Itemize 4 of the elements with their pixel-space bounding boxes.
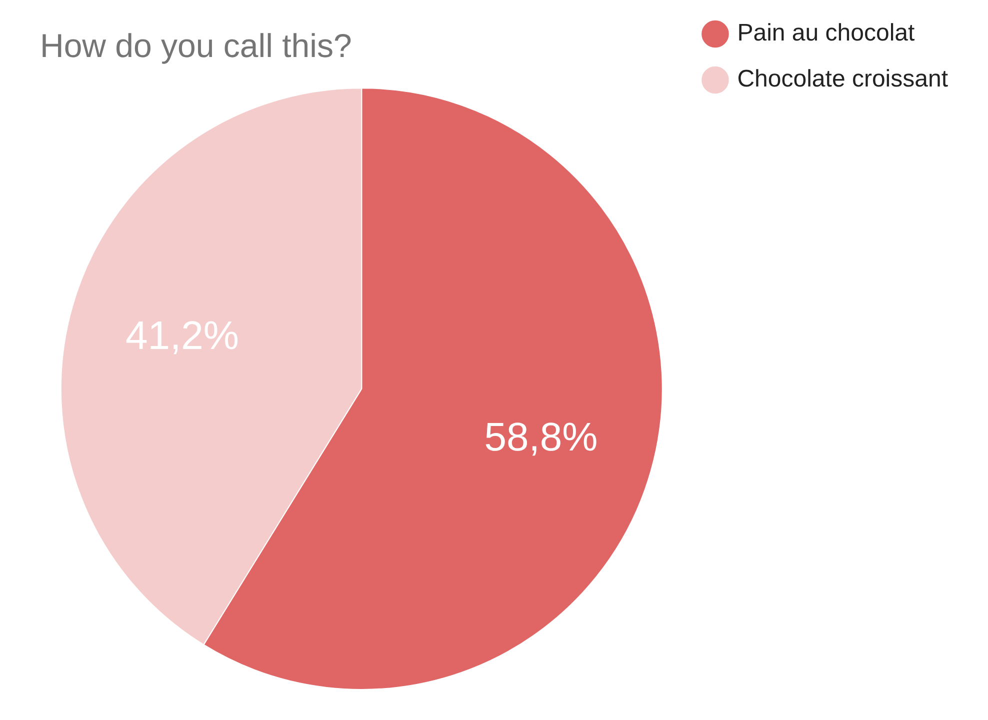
legend-label: Chocolate croissant	[737, 66, 948, 93]
data-label: 58,8%	[484, 416, 598, 460]
chart-title: How do you call this?	[40, 26, 352, 64]
legend-label: Pain au chocolat	[737, 20, 916, 47]
